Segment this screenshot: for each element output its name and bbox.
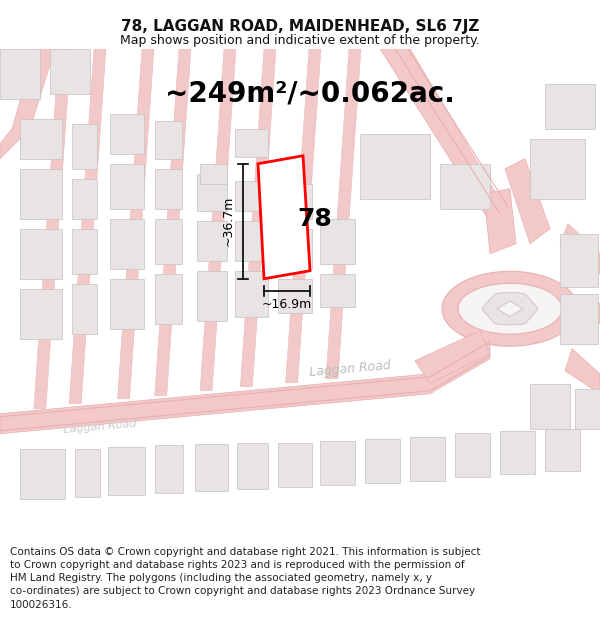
Polygon shape xyxy=(0,339,490,434)
Polygon shape xyxy=(278,229,312,269)
Text: 78: 78 xyxy=(298,207,332,231)
Text: ~16.9m: ~16.9m xyxy=(262,298,312,311)
Polygon shape xyxy=(278,184,312,219)
Polygon shape xyxy=(20,229,62,279)
Polygon shape xyxy=(545,84,595,129)
Polygon shape xyxy=(155,219,182,264)
Polygon shape xyxy=(118,49,154,399)
Polygon shape xyxy=(500,431,535,474)
Polygon shape xyxy=(197,221,227,261)
Polygon shape xyxy=(235,181,268,211)
Polygon shape xyxy=(20,449,65,499)
Polygon shape xyxy=(75,449,100,497)
Polygon shape xyxy=(155,274,182,324)
Text: ~36.7m: ~36.7m xyxy=(222,196,235,246)
Polygon shape xyxy=(530,384,570,429)
Polygon shape xyxy=(560,294,598,344)
Text: Laggan Road: Laggan Road xyxy=(63,419,137,435)
Polygon shape xyxy=(575,389,600,429)
Polygon shape xyxy=(110,164,144,209)
Polygon shape xyxy=(108,447,145,495)
Polygon shape xyxy=(197,174,227,211)
Polygon shape xyxy=(241,49,276,387)
Polygon shape xyxy=(20,119,62,159)
Polygon shape xyxy=(0,49,40,99)
Polygon shape xyxy=(20,169,62,219)
Polygon shape xyxy=(155,121,182,159)
Polygon shape xyxy=(72,229,97,274)
Polygon shape xyxy=(545,429,580,471)
Polygon shape xyxy=(575,297,600,324)
Polygon shape xyxy=(365,439,400,483)
Polygon shape xyxy=(110,219,144,269)
Polygon shape xyxy=(72,179,97,219)
Polygon shape xyxy=(320,441,355,485)
Polygon shape xyxy=(505,159,550,244)
Polygon shape xyxy=(565,349,600,394)
Polygon shape xyxy=(360,134,430,199)
Polygon shape xyxy=(110,114,144,154)
Polygon shape xyxy=(497,301,523,316)
Polygon shape xyxy=(195,444,228,491)
Polygon shape xyxy=(197,271,227,321)
Polygon shape xyxy=(440,164,490,209)
Polygon shape xyxy=(484,189,516,254)
Polygon shape xyxy=(0,49,55,159)
Polygon shape xyxy=(278,279,312,312)
Polygon shape xyxy=(326,49,361,379)
Polygon shape xyxy=(415,331,490,384)
Polygon shape xyxy=(72,124,97,169)
Polygon shape xyxy=(258,156,310,279)
Polygon shape xyxy=(482,292,538,325)
Polygon shape xyxy=(320,219,355,264)
Polygon shape xyxy=(110,279,144,329)
Polygon shape xyxy=(286,49,321,382)
Polygon shape xyxy=(200,164,227,184)
Polygon shape xyxy=(560,224,600,274)
Polygon shape xyxy=(442,271,578,346)
Polygon shape xyxy=(560,234,598,287)
Polygon shape xyxy=(458,283,562,334)
Polygon shape xyxy=(320,274,355,307)
Polygon shape xyxy=(530,139,585,199)
Polygon shape xyxy=(72,284,97,334)
Polygon shape xyxy=(155,445,183,493)
Polygon shape xyxy=(235,221,268,261)
Polygon shape xyxy=(410,437,445,481)
Polygon shape xyxy=(235,271,268,317)
Text: Map shows position and indicative extent of the property.: Map shows position and indicative extent… xyxy=(120,34,480,47)
Polygon shape xyxy=(200,49,236,391)
Text: 78, LAGGAN ROAD, MAIDENHEAD, SL6 7JZ: 78, LAGGAN ROAD, MAIDENHEAD, SL6 7JZ xyxy=(121,19,479,34)
Polygon shape xyxy=(235,129,268,157)
Polygon shape xyxy=(69,49,106,404)
Polygon shape xyxy=(237,442,268,489)
Polygon shape xyxy=(455,432,490,477)
Text: Laggan Road: Laggan Road xyxy=(309,359,391,379)
Text: ~249m²/~0.062ac.: ~249m²/~0.062ac. xyxy=(165,80,455,107)
Polygon shape xyxy=(380,49,505,219)
Polygon shape xyxy=(34,49,71,409)
Polygon shape xyxy=(155,169,182,209)
Polygon shape xyxy=(155,49,191,396)
Text: Contains OS data © Crown copyright and database right 2021. This information is : Contains OS data © Crown copyright and d… xyxy=(10,547,481,609)
Polygon shape xyxy=(50,49,90,94)
Polygon shape xyxy=(20,289,62,339)
Polygon shape xyxy=(278,442,312,487)
